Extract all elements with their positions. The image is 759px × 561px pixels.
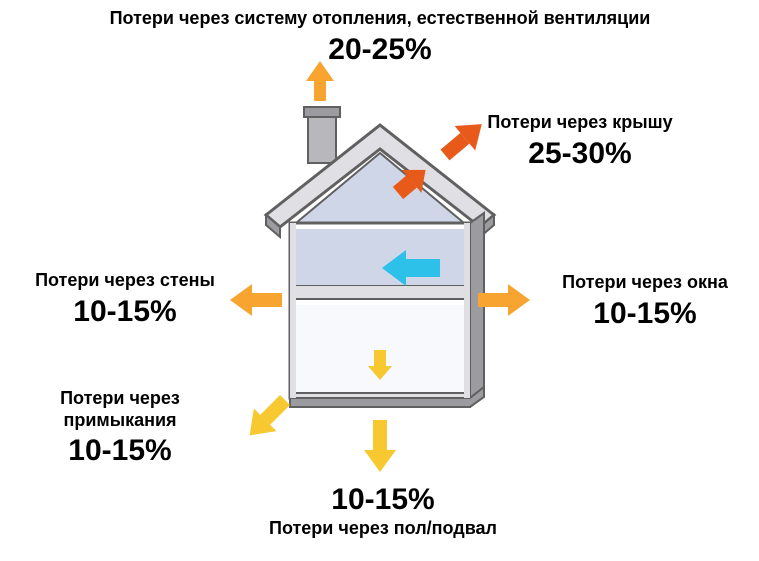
label-walls-title: Потери через стены: [15, 270, 235, 292]
label-walls-percent: 10-15%: [15, 294, 235, 330]
label-floor-percent: 10-15%: [248, 482, 518, 518]
label-windows-percent: 10-15%: [540, 296, 750, 332]
label-ventilation: Потери через систему отопления, естестве…: [100, 8, 660, 68]
label-junctions-percent: 10-15%: [15, 433, 225, 469]
arrow-floor-down-icon: [364, 420, 396, 472]
label-windows: Потери через окна 10-15%: [540, 272, 750, 332]
label-ventilation-percent: 20-25%: [100, 32, 660, 68]
label-junctions: Потери через примыкания 10-15%: [15, 388, 225, 469]
label-floor: 10-15% Потери через пол/подвал: [248, 480, 518, 540]
label-junctions-title: Потери через примыкания: [15, 388, 225, 431]
label-ventilation-title: Потери через систему отопления, естестве…: [100, 8, 660, 30]
house-svg: [260, 95, 500, 425]
house-diagram: [260, 95, 500, 425]
label-walls: Потери через стены 10-15%: [15, 270, 235, 330]
label-floor-title: Потери через пол/подвал: [248, 518, 518, 540]
label-windows-title: Потери через окна: [540, 272, 750, 294]
